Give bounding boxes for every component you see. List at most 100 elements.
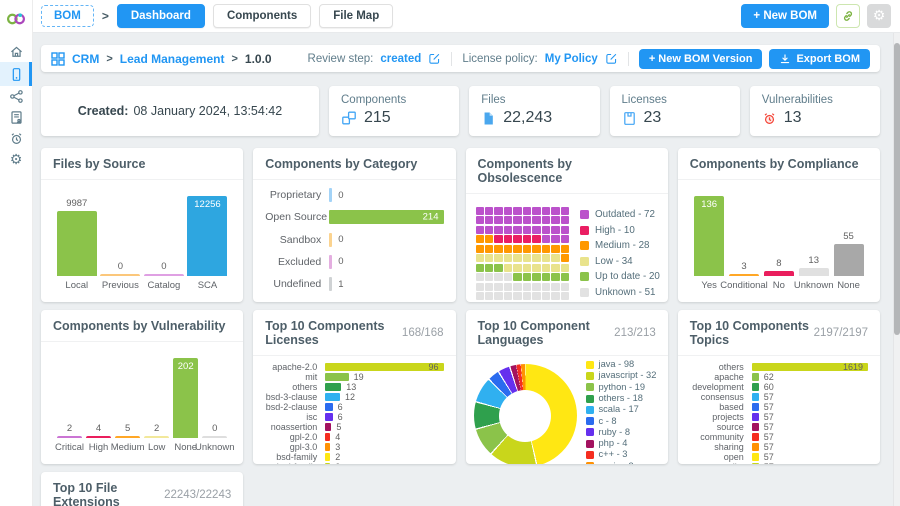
bar-consensus[interactable] xyxy=(751,393,759,401)
waffle-cell[interactable] xyxy=(551,292,560,301)
bar-mit[interactable] xyxy=(325,373,349,381)
bar-projects[interactable] xyxy=(751,413,759,421)
settings-button[interactable]: ⚙ xyxy=(867,4,891,28)
waffle-cell[interactable] xyxy=(522,225,532,234)
waffle-cell[interactable] xyxy=(532,273,541,282)
bar-low[interactable] xyxy=(144,436,170,438)
legend-item[interactable]: Unknown - 51 xyxy=(580,285,660,301)
edit-icon[interactable] xyxy=(428,52,441,65)
waffle-cell[interactable] xyxy=(513,282,522,291)
license-policy-value[interactable]: My Policy xyxy=(544,52,598,65)
waffle-cell[interactable] xyxy=(494,263,503,272)
waffle-cell[interactable] xyxy=(522,235,532,244)
waffle-cell[interactable] xyxy=(532,235,541,244)
waffle-cell[interactable] xyxy=(503,206,513,215)
waffle-cell[interactable] xyxy=(532,292,541,301)
breadcrumb-project[interactable]: Lead Management xyxy=(119,51,225,66)
legend-item[interactable]: java - 98 xyxy=(585,359,657,370)
bar-sca[interactable]: 12256 xyxy=(187,196,228,276)
waffle-cell[interactable] xyxy=(551,206,560,215)
waffle-cell[interactable] xyxy=(494,225,503,234)
waffle-cell[interactable] xyxy=(560,206,570,215)
waffle-cell[interactable] xyxy=(541,254,551,263)
waffle-cell[interactable] xyxy=(522,254,532,263)
legend-item[interactable]: javascript - 32 xyxy=(585,370,656,381)
waffle-cell[interactable] xyxy=(475,225,484,234)
legend-item[interactable]: ansic - 3 xyxy=(585,461,657,464)
waffle-cell[interactable] xyxy=(560,292,570,301)
waffle-cell[interactable] xyxy=(551,254,560,263)
waffle-cell[interactable] xyxy=(484,273,494,282)
waffle-cell[interactable] xyxy=(484,282,494,291)
waffle-cell[interactable] xyxy=(560,216,570,225)
bar-bsd-2-clause[interactable] xyxy=(325,403,333,411)
legend-item[interactable]: High - 10 xyxy=(580,223,660,239)
waffle-cell[interactable] xyxy=(503,282,513,291)
waffle-cell[interactable] xyxy=(513,244,522,253)
waffle-cell[interactable] xyxy=(503,225,513,234)
bar-isc[interactable] xyxy=(325,413,333,421)
waffle-cell[interactable] xyxy=(484,235,494,244)
legend-item[interactable]: python - 19 xyxy=(585,382,657,393)
waffle-cell[interactable] xyxy=(551,263,560,272)
waffle-cell[interactable] xyxy=(522,216,532,225)
bar-development[interactable] xyxy=(751,383,759,391)
legend-item[interactable]: php - 4 xyxy=(585,438,657,449)
sidebar-item-bom[interactable] xyxy=(0,62,32,86)
waffle-cell[interactable] xyxy=(513,292,522,301)
scrollbar-thumb[interactable] xyxy=(893,43,900,335)
waffle-cell[interactable] xyxy=(522,292,532,301)
new-bom-version-button[interactable]: + New BOM Version xyxy=(638,48,763,69)
waffle-cell[interactable] xyxy=(503,235,513,244)
waffle-cell[interactable] xyxy=(475,235,484,244)
waffle-cell[interactable] xyxy=(484,263,494,272)
waffle-cell[interactable] xyxy=(513,206,522,215)
waffle-cell[interactable] xyxy=(484,206,494,215)
breadcrumb-app[interactable]: CRM xyxy=(72,51,100,66)
waffle-cell[interactable] xyxy=(513,263,522,272)
waffle-cell[interactable] xyxy=(551,273,560,282)
waffle-cell[interactable] xyxy=(494,206,503,215)
waffle-cell[interactable] xyxy=(513,235,522,244)
waffle-cell[interactable] xyxy=(532,254,541,263)
vertical-scrollbar[interactable] xyxy=(893,33,900,506)
bar-gpl-2.0[interactable] xyxy=(325,433,331,441)
bar-high[interactable] xyxy=(86,436,112,438)
waffle-cell[interactable] xyxy=(532,206,541,215)
legend-item[interactable]: Low - 34 xyxy=(580,254,660,270)
tab-components[interactable]: Components xyxy=(212,4,312,28)
legend-item[interactable]: Up to date - 20 xyxy=(580,269,660,285)
waffle-cell[interactable] xyxy=(494,216,503,225)
waffle-cell[interactable] xyxy=(494,244,503,253)
waffle-cell[interactable] xyxy=(522,244,532,253)
waffle-cell[interactable] xyxy=(484,244,494,253)
legend-item[interactable]: ruby - 8 xyxy=(585,427,657,438)
waffle-cell[interactable] xyxy=(551,282,560,291)
bar-catalog[interactable] xyxy=(143,274,184,276)
waffle-cell[interactable] xyxy=(541,244,551,253)
sidebar-item-hierarchy[interactable] xyxy=(0,86,32,107)
waffle-cell[interactable] xyxy=(541,292,551,301)
waffle-cell[interactable] xyxy=(475,292,484,301)
edit-icon[interactable] xyxy=(605,52,618,65)
bar-open source[interactable]: 214 xyxy=(329,210,444,225)
bar-others[interactable]: 1619 xyxy=(751,362,868,372)
legend-item[interactable]: c - 8 xyxy=(585,416,657,427)
bar-proprietary[interactable] xyxy=(329,188,333,202)
bar-lgpl-family[interactable] xyxy=(325,463,331,464)
waffle-cell[interactable] xyxy=(541,206,551,215)
bar-conditional[interactable] xyxy=(729,274,760,276)
review-step-value[interactable]: created xyxy=(380,52,422,65)
waffle-cell[interactable] xyxy=(522,263,532,272)
waffle-cell[interactable] xyxy=(513,225,522,234)
bar-local[interactable] xyxy=(56,211,97,276)
bar-no[interactable] xyxy=(763,271,794,276)
waffle-cell[interactable] xyxy=(475,206,484,215)
waffle-cell[interactable] xyxy=(541,263,551,272)
waffle-cell[interactable] xyxy=(532,216,541,225)
waffle-cell[interactable] xyxy=(484,254,494,263)
share-link-button[interactable] xyxy=(836,4,860,28)
waffle-cell[interactable] xyxy=(503,273,513,282)
bar-gpl-3.0[interactable] xyxy=(325,443,331,451)
waffle-cell[interactable] xyxy=(484,216,494,225)
